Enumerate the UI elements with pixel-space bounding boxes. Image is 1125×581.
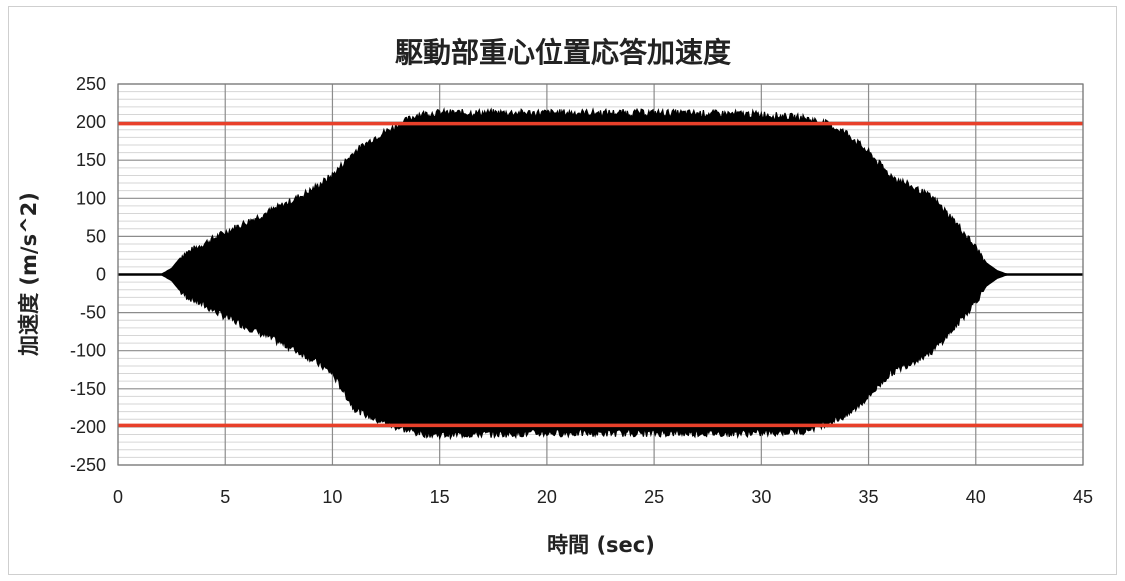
x-tick-label: 40 [966, 487, 986, 507]
y-tick-label: 100 [76, 188, 106, 208]
y-tick-label: 50 [86, 226, 106, 246]
x-tick-label: 20 [537, 487, 557, 507]
y-tick-label: -100 [70, 341, 106, 361]
x-tick-label: 30 [751, 487, 771, 507]
y-tick-label: -250 [70, 455, 106, 475]
y-axis-label: 加速度 (m/s^2) [17, 192, 41, 357]
y-tick-label: 150 [76, 150, 106, 170]
plot-area-border [117, 83, 1084, 466]
y-tick-label: 200 [76, 112, 106, 132]
x-tick-label: 5 [220, 487, 230, 507]
x-tick-label: 10 [322, 487, 342, 507]
y-tick-label: -150 [70, 379, 106, 399]
y-tick-label: -200 [70, 417, 106, 437]
y-tick-label: 250 [76, 74, 106, 94]
x-tick-label: 15 [430, 487, 450, 507]
signal-series [118, 107, 1083, 441]
x-axis-ticks: 0 5 10 15 20 25 30 35 40 45 [113, 487, 1093, 507]
chart-title: 駆動部重心位置応答加速度 [395, 36, 731, 69]
y-tick-label: 0 [96, 265, 106, 285]
x-tick-label: 25 [644, 487, 664, 507]
y-tick-label: -50 [80, 303, 106, 323]
x-axis-label: 時間 (sec) [547, 533, 655, 557]
x-tick-label: 0 [113, 487, 123, 507]
reference-lines [118, 121, 1083, 428]
y-axis-ticks: 250 200 150 100 50 0 -50 -100 -150 -200 -250 [70, 74, 106, 475]
x-tick-label: 45 [1073, 487, 1093, 507]
x-tick-label: 35 [859, 487, 879, 507]
